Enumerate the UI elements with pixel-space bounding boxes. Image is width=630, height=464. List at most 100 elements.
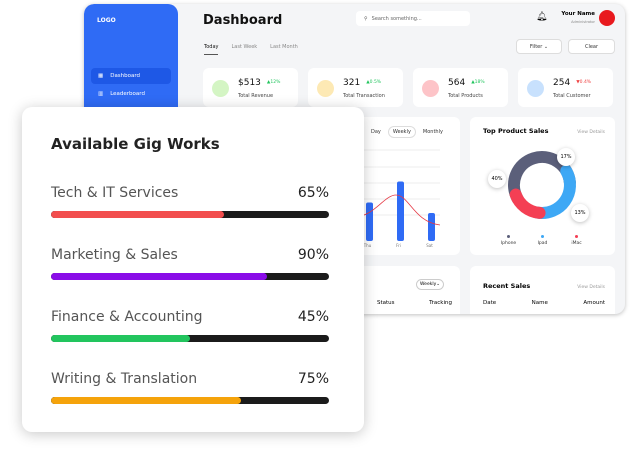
col-status: Status: [377, 300, 395, 306]
x-tick-label: Fri: [396, 243, 401, 248]
stat-top: 321 ▲0.5%: [343, 77, 399, 89]
stat-value: 254: [553, 78, 571, 88]
top-products-card: Top Product Sales View Details 40% Iphone…: [470, 117, 615, 255]
sales-chart-card: Day Weekly Monthly Thu Fri Sat: [354, 117, 460, 255]
stat-label: Total Revenue: [238, 93, 274, 99]
tab-today[interactable]: Today: [204, 44, 219, 55]
stat-card: $513 ▲12% Total Revenue: [203, 68, 298, 107]
period-switch: Day Weekly Monthly: [371, 126, 443, 138]
trend-line: [354, 194, 441, 226]
gig-label: Writing & Translation: [51, 371, 198, 387]
stat-card: 321 ▲0.5% Total Transaction: [308, 68, 403, 107]
clear-button[interactable]: Clear: [568, 39, 615, 54]
legend-dot: [541, 235, 544, 238]
x-tick-label: Thu: [363, 243, 372, 248]
weekly-select[interactable]: Weekly⌄: [416, 279, 445, 290]
gig-percent: 65%: [297, 185, 329, 201]
gig-row-header: Marketing & Sales 90%: [51, 246, 329, 264]
stat-value: $513: [238, 78, 261, 88]
slice-percent-label: 40%: [488, 170, 506, 188]
gig-row: Tech & IT Services 65%: [51, 184, 329, 218]
gig-label: Marketing & Sales: [51, 247, 178, 263]
stat-top: 564 ▲18%: [448, 77, 504, 89]
donut-chart: [508, 151, 576, 219]
user-info: Your Name Administrator: [561, 11, 595, 25]
gig-percent: 45%: [297, 309, 329, 325]
gig-row-header: Finance & Accounting 45%: [51, 308, 329, 326]
legend-label: Ipad: [537, 241, 548, 246]
avatar[interactable]: [599, 10, 615, 26]
legend-dot: [575, 235, 578, 238]
stat-label: Total Customer: [553, 93, 591, 99]
gig-percent: 90%: [297, 247, 329, 263]
view-details-link[interactable]: View Details: [577, 130, 605, 135]
progress-bar: [51, 335, 329, 342]
sidebar-item-leaderboard[interactable]: ▥ Leaderboard: [98, 91, 145, 97]
x-tick-label: Sat: [426, 243, 433, 248]
sidebar-item-dashboard[interactable]: ▦ Dashboard: [91, 68, 171, 84]
period-monthly[interactable]: Monthly: [422, 129, 443, 135]
bell-icon[interactable]: 🔔︎: [536, 12, 548, 22]
top-products-header: Top Product Sales View Details: [483, 127, 605, 135]
user-name: Your Name: [561, 11, 595, 17]
stat-top: $513 ▲12%: [238, 77, 294, 89]
progress-bar: [51, 397, 329, 404]
transfer-icon: [317, 80, 334, 97]
gig-label: Finance & Accounting: [51, 309, 203, 325]
legend-dot: [507, 235, 510, 238]
legend-label: iMac: [571, 241, 582, 246]
tab-last-week[interactable]: Last Week: [231, 44, 258, 50]
bar-chart-icon: ▥: [98, 91, 104, 97]
recent-sales-columns: Date Name Amount: [483, 300, 605, 307]
gig-label: Tech & IT Services: [51, 185, 179, 201]
view-details-link[interactable]: View Details: [577, 285, 605, 290]
gig-row-header: Writing & Translation 75%: [51, 370, 329, 388]
stat-label: Total Transaction: [343, 93, 385, 99]
recent-sales-card: Recent Sales View Details Date Name Amou…: [470, 266, 615, 314]
date-tabs: Today Last Week Last Month: [204, 44, 298, 55]
tab-last-month[interactable]: Last Month: [270, 44, 298, 50]
orders-card: Weekly⌄ Status Tracking: [354, 266, 460, 314]
sales-chart: [354, 149, 441, 241]
user-icon: [527, 80, 544, 97]
grid-icon: ▦: [98, 73, 104, 79]
bar: [428, 213, 435, 241]
filter-button[interactable]: Filter ⌄: [516, 39, 562, 54]
gig-works-card: Available Gig Works Tech & IT Services 6…: [22, 107, 364, 432]
search-input[interactable]: ⚲ Search something...: [356, 11, 470, 26]
progress-fill: [51, 397, 242, 404]
col-amount: Amount: [583, 300, 605, 306]
col-name: Name: [531, 300, 548, 306]
coins-icon: [212, 80, 229, 97]
chevron-down-icon: ⌄: [543, 43, 549, 50]
gig-row-header: Tech & IT Services 65%: [51, 184, 329, 202]
period-weekly[interactable]: Weekly: [387, 126, 416, 138]
search-icon: ⚲: [364, 15, 368, 22]
orders-columns: Status Tracking: [377, 300, 452, 307]
stat-label: Total Products: [448, 93, 483, 99]
gig-row: Writing & Translation 75%: [51, 370, 329, 404]
slice-percent-label: 17%: [557, 148, 575, 166]
top-products-title: Top Product Sales: [483, 127, 549, 135]
bar: [397, 181, 404, 241]
legend-label: Iphone: [500, 241, 517, 246]
user-role: Administrator: [571, 20, 595, 24]
slice-percent-label: 13%: [571, 204, 589, 222]
page-title: Dashboard: [203, 13, 283, 28]
gig-row: Marketing & Sales 90%: [51, 246, 329, 280]
recent-sales-title: Recent Sales: [483, 282, 531, 290]
col-date: Date: [483, 300, 497, 306]
logo: LOGO: [97, 17, 116, 24]
bar: [366, 202, 373, 241]
progress-fill: [51, 273, 268, 280]
recent-sales-header: Recent Sales View Details: [483, 282, 605, 290]
period-day[interactable]: Day: [371, 129, 381, 135]
stat-card: 254 ▼0.4% Total Customer: [518, 68, 613, 107]
stat-card: 564 ▲18% Total Products: [413, 68, 508, 107]
stat-value: 321: [343, 78, 361, 88]
gig-percent: 75%: [297, 371, 329, 387]
stat-change: ▲0.5%: [366, 80, 382, 85]
stat-change: ▲12%: [266, 80, 281, 85]
chevron-down-icon: ⌄: [436, 282, 441, 287]
stat-top: 254 ▼0.4%: [553, 77, 609, 89]
